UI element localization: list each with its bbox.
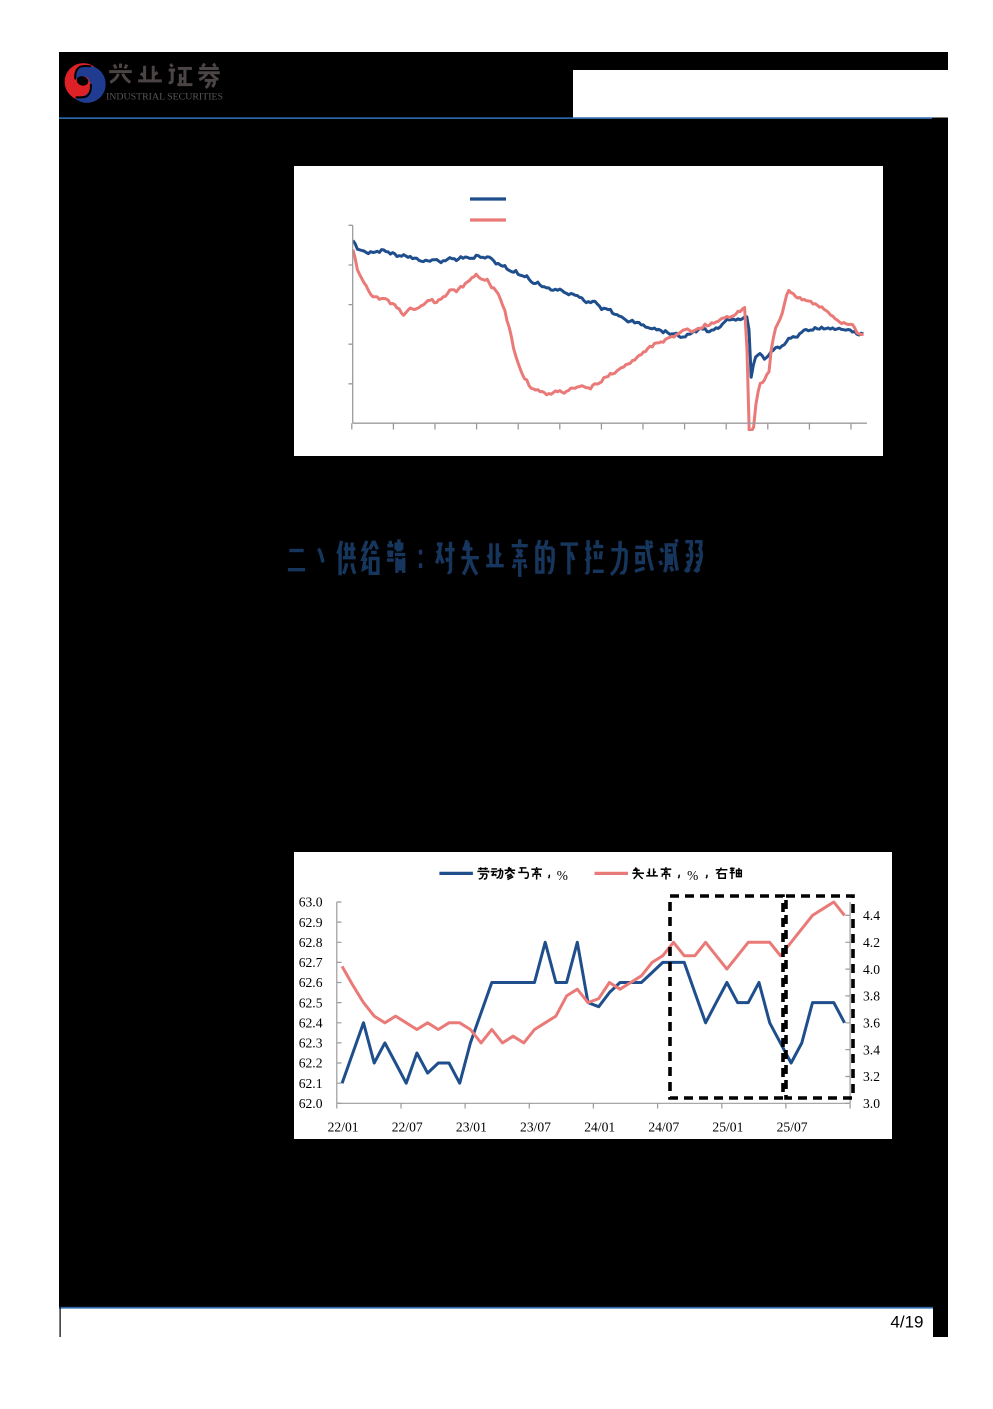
svg-text:62.3: 62.3: [299, 1036, 323, 1051]
svg-text:3.0: 3.0: [863, 1096, 880, 1111]
svg-text:62.4: 62.4: [299, 1016, 323, 1031]
svg-text:22/01: 22/01: [328, 1120, 359, 1135]
svg-text:62.6: 62.6: [299, 975, 323, 990]
svg-text:3.8: 3.8: [863, 989, 880, 1004]
svg-text:23/01: 23/01: [456, 1120, 487, 1135]
svg-text:%: %: [557, 868, 568, 883]
svg-text:62.2: 62.2: [299, 1056, 323, 1071]
svg-text:62.1: 62.1: [299, 1076, 323, 1091]
svg-text:24/07: 24/07: [648, 1120, 679, 1135]
svg-text:24/01: 24/01: [584, 1120, 615, 1135]
svg-text:25/07: 25/07: [777, 1120, 808, 1135]
svg-text:INDUSTRIAL SECURITIES: INDUSTRIAL SECURITIES: [106, 92, 223, 102]
svg-text:3.4: 3.4: [863, 1042, 880, 1057]
svg-text:62.5: 62.5: [299, 995, 323, 1010]
svg-text:22/07: 22/07: [392, 1120, 423, 1135]
svg-text:62.0: 62.0: [299, 1096, 323, 1111]
svg-text:%: %: [687, 868, 698, 883]
svg-text:23/07: 23/07: [520, 1120, 551, 1135]
svg-text:62.9: 62.9: [299, 915, 323, 930]
svg-text:63.0: 63.0: [299, 895, 323, 910]
svg-text:4.2: 4.2: [863, 935, 880, 950]
svg-text:3.6: 3.6: [863, 1016, 880, 1031]
svg-text:4.0: 4.0: [863, 962, 880, 977]
svg-text:3.2: 3.2: [863, 1069, 880, 1084]
svg-text:25/01: 25/01: [712, 1120, 743, 1135]
svg-text:4.4: 4.4: [863, 908, 880, 923]
svg-text:62.7: 62.7: [299, 955, 323, 970]
svg-text:62.8: 62.8: [299, 935, 323, 950]
svg-text:4/19: 4/19: [890, 1313, 923, 1332]
